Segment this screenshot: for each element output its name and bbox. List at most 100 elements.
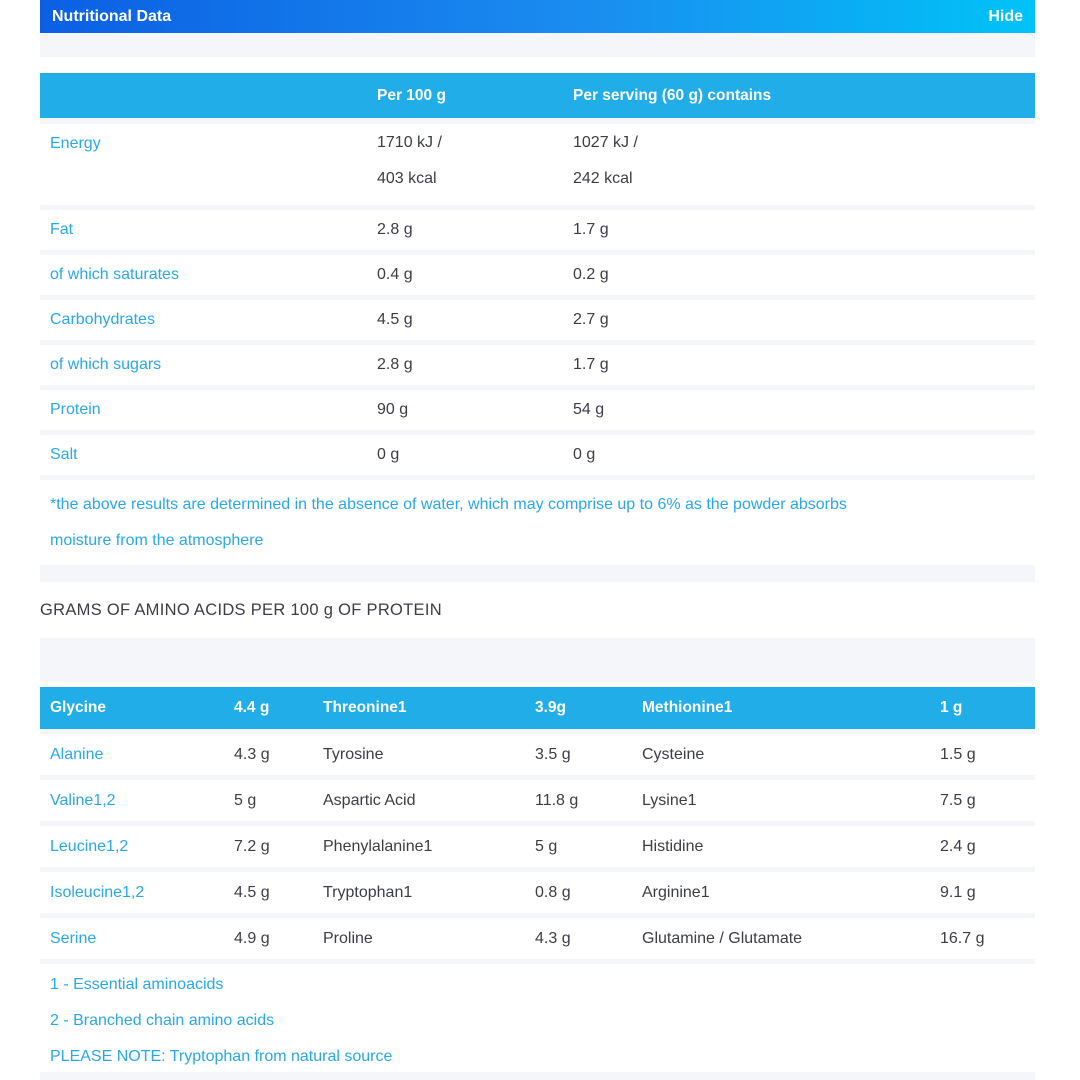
amino-name: Lysine1	[642, 791, 697, 809]
amino-table-row: Leucine1,2 7.2 g Phenylalanine1 5 g Hist…	[40, 826, 1035, 867]
amino-value: 3.5 g	[535, 745, 571, 763]
row-label: of which saturates	[50, 266, 179, 283]
amino-value: 9.1 g	[940, 883, 976, 901]
separator-band	[40, 475, 1035, 480]
value-per-100g-line1: 1710 kJ /	[377, 134, 442, 151]
value-per-serving: 0.2 g	[573, 266, 609, 283]
amino-value: 4.3 g	[535, 929, 571, 947]
separator-band	[40, 913, 1035, 918]
amino-name: Serine	[50, 929, 97, 947]
separator-band	[40, 565, 1035, 582]
amino-value: 5 g	[535, 837, 558, 855]
amino-name: Proline	[323, 929, 373, 947]
amino-value: 5 g	[234, 791, 257, 809]
amino-value: 2.4 g	[940, 837, 976, 855]
amino-name: Isoleucine1,2	[50, 883, 145, 901]
amino-name: Valine1,2	[50, 791, 116, 809]
amino-table-header: Glycine 4.4 g Threonine1 3.9g Methionine…	[40, 687, 1035, 729]
amino-name: Aspartic Acid	[323, 791, 416, 809]
separator-band	[40, 385, 1035, 390]
footnote-essential: 1 - Essential aminoacids	[50, 976, 224, 993]
row-label: Energy	[50, 135, 101, 152]
separator-band	[40, 57, 1035, 73]
amino-name: Histidine	[642, 837, 704, 855]
hide-button[interactable]: Hide	[988, 7, 1023, 25]
amino-name: Leucine1,2	[50, 837, 129, 855]
amino-value: 1.5 g	[940, 745, 976, 763]
column-header-per-100g: Per 100 g	[377, 86, 446, 104]
amino-value: 7.2 g	[234, 837, 270, 855]
amino-value: 16.7 g	[940, 929, 985, 947]
amino-name: Arginine1	[642, 883, 710, 901]
amino-name: Glycine	[50, 699, 106, 716]
row-label: Fat	[50, 221, 74, 238]
separator-band	[40, 33, 1035, 57]
separator-band	[40, 682, 1035, 687]
separator-band	[40, 775, 1035, 780]
separator-band	[40, 638, 1035, 682]
value-per-100g: 4.5 g	[377, 311, 413, 328]
amino-table-row: Isoleucine1,2 4.5 g Tryptophan1 0.8 g Ar…	[40, 872, 1035, 913]
panel-header-bar: Nutritional Data Hide	[40, 0, 1035, 33]
separator-band	[40, 250, 1035, 255]
value-per-100g: 0.4 g	[377, 266, 413, 283]
water-note-line1: *the above results are determined in the…	[50, 496, 847, 513]
value-per-serving: 1.7 g	[573, 356, 609, 373]
amino-name: Alanine	[50, 745, 104, 763]
amino-name: Methionine1	[642, 699, 733, 716]
separator-band	[40, 729, 1035, 734]
table-row-salt: Salt 0 g 0 g	[40, 435, 1035, 475]
row-label: Salt	[50, 446, 78, 463]
row-label: Protein	[50, 401, 101, 418]
panel-title: Nutritional Data	[52, 7, 172, 25]
separator-band	[40, 959, 1035, 964]
water-note: *the above results are determined in the…	[40, 480, 1035, 565]
value-per-serving: 1.7 g	[573, 221, 609, 238]
amino-value: 1 g	[940, 699, 963, 716]
separator-band	[40, 340, 1035, 345]
separator-band	[40, 867, 1035, 872]
amino-value: 4.9 g	[234, 929, 270, 947]
value-per-serving: 2.7 g	[573, 311, 609, 328]
amino-table-row: Valine1,2 5 g Aspartic Acid 11.8 g Lysin…	[40, 780, 1035, 821]
column-header-per-serving: Per serving (60 g) contains	[573, 86, 772, 104]
water-note-line2: moisture from the atmosphere	[50, 532, 264, 549]
row-label: of which sugars	[50, 356, 162, 373]
table-row-fat: Fat 2.8 g 1.7 g	[40, 210, 1035, 250]
separator-band	[40, 295, 1035, 300]
amino-name: Glutamine / Glutamate	[642, 929, 803, 947]
separator-band	[40, 118, 1035, 124]
amino-section-heading: GRAMS OF AMINO ACIDS PER 100 g OF PROTEI…	[40, 582, 1035, 638]
amino-table-row: Serine 4.9 g Proline 4.3 g Glutamine / G…	[40, 918, 1035, 959]
separator-band	[40, 205, 1035, 210]
value-per-100g: 2.8 g	[377, 356, 413, 373]
value-per-100g: 90 g	[377, 401, 409, 418]
amino-name: Tryptophan1	[323, 883, 413, 901]
separator-band	[40, 1072, 1035, 1080]
amino-value: 3.9g	[535, 699, 567, 716]
amino-value: 4.3 g	[234, 745, 270, 763]
value-per-serving: 54 g	[573, 401, 605, 418]
amino-name: Phenylalanine1	[323, 837, 433, 855]
value-per-serving-line2: 242 kcal	[573, 170, 633, 187]
footnote-tryptophan-note: PLEASE NOTE: Tryptophan from natural sou…	[50, 1048, 393, 1065]
amino-name: Cysteine	[642, 745, 705, 763]
row-label: Carbohydrates	[50, 311, 155, 328]
value-per-100g: 0 g	[377, 446, 400, 463]
separator-band	[40, 821, 1035, 826]
value-per-100g-line2: 403 kcal	[377, 170, 437, 187]
amino-name: Threonine1	[323, 699, 407, 716]
footnote-branched-chain: 2 - Branched chain amino acids	[50, 1012, 275, 1029]
value-per-serving: 0 g	[573, 446, 596, 463]
value-per-100g: 2.8 g	[377, 221, 413, 238]
table-row-protein: Protein 90 g 54 g	[40, 390, 1035, 430]
amino-value: 0.8 g	[535, 883, 571, 901]
table-row-saturates: of which saturates 0.4 g 0.2 g	[40, 255, 1035, 295]
amino-table-row: Alanine 4.3 g Tyrosine 3.5 g Cysteine 1.…	[40, 734, 1035, 775]
table-row-sugars: of which sugars 2.8 g 1.7 g	[40, 345, 1035, 385]
table-row-carbohydrates: Carbohydrates 4.5 g 2.7 g	[40, 300, 1035, 340]
amino-name: Tyrosine	[323, 745, 384, 763]
value-per-serving-line1: 1027 kJ /	[573, 134, 638, 151]
nutrition-table-header: Per 100 g Per serving (60 g) contains	[40, 73, 1035, 118]
